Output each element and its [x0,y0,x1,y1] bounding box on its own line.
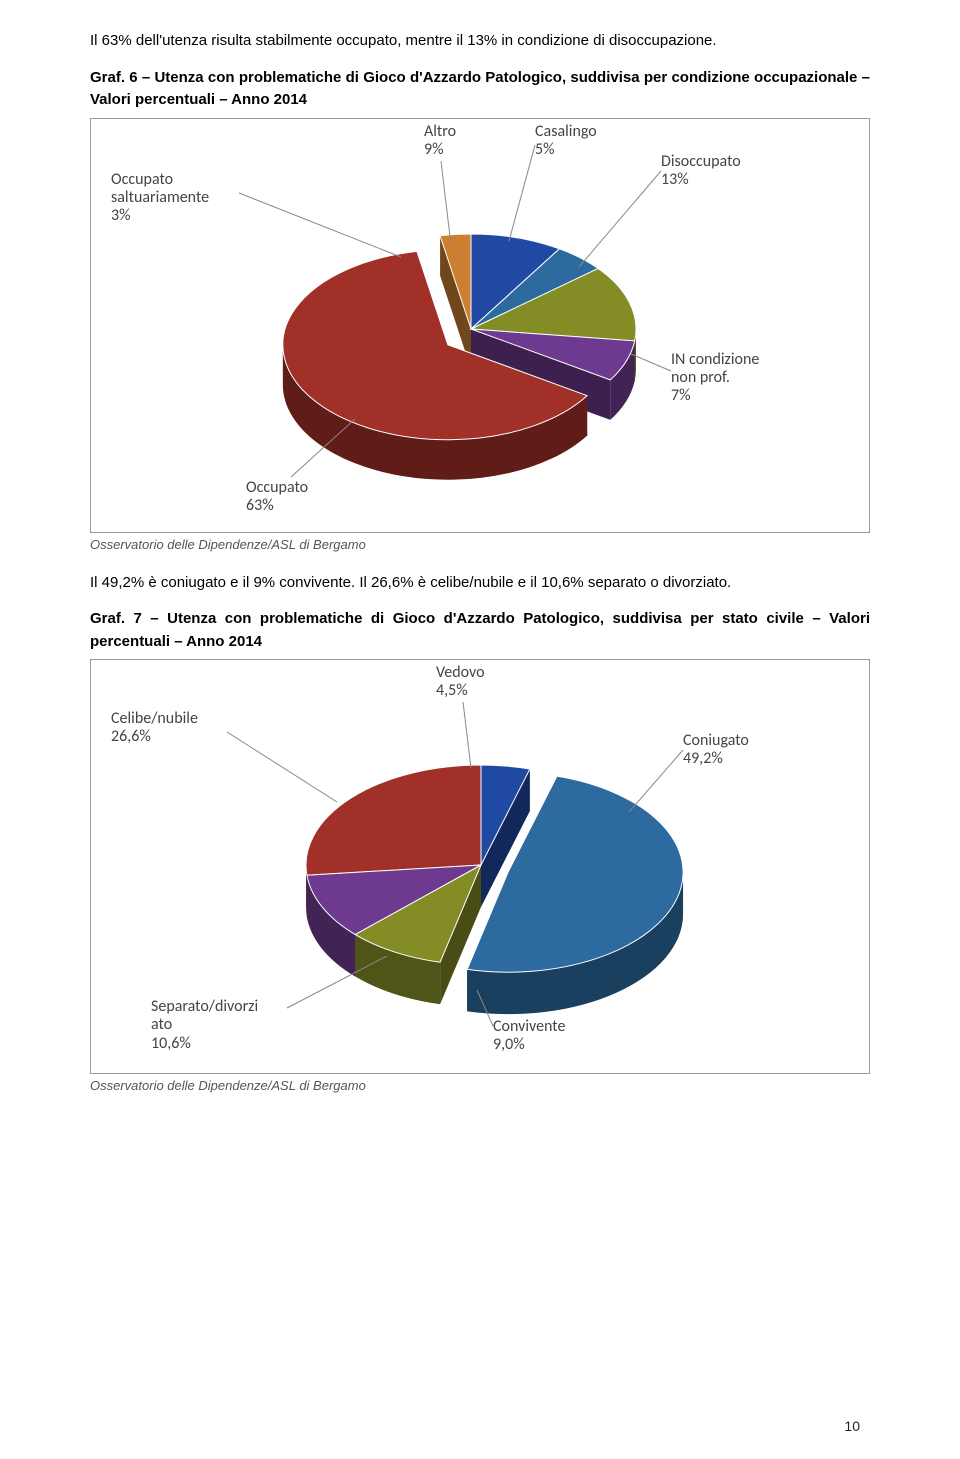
page-number: 10 [844,1418,860,1434]
graf6-title: Graf. 6 – Utenza con problematiche di Gi… [90,67,870,112]
pie-slice-label: Coniugato 49,2% [683,732,749,769]
source-2: Osservatorio delle Dipendenze/ASL di Ber… [90,1078,870,1093]
pie-slice-label: Altro 9% [424,123,456,160]
source-1: Osservatorio delle Dipendenze/ASL di Ber… [90,537,870,552]
pie-slice-label: Occupato saltuariamente 3% [111,171,209,226]
chart-2-box: Vedovo 4,5% Coniugato 49,2% Convivente 9,0… [90,659,870,1074]
graf7-title: Graf. 7 – Utenza con problematiche di Gi… [90,608,870,653]
pie-slice-label: Disoccupato 13% [661,153,741,190]
pie-slice-label: Celibe/nubile 26,6% [111,710,198,747]
pie-slice-label: Convivente 9,0% [493,1018,565,1055]
pie-slice-label: Casalingo 5% [535,123,597,160]
pie-slice-label: Vedovo 4,5% [436,664,485,701]
pie-slice-label: Separato/divorzi ato 10,6% [151,998,258,1053]
pie-slice-label: Occupato 63% [246,479,308,516]
chart-1-box: Altro 9% Casalingo 5% Disoccupato 13% IN co… [90,118,870,533]
intro-para-2: Il 49,2% è coniugato e il 9% convivente.… [90,572,870,595]
pie-slice-label: IN condizione non prof. 7% [671,351,759,406]
intro-para-1: Il 63% dell'utenza risulta stabilmente o… [90,30,870,53]
